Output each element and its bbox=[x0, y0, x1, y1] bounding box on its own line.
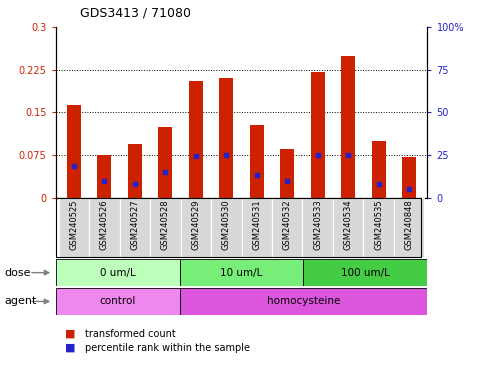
Bar bbox=[56, 288, 180, 315]
Bar bbox=[67, 105, 81, 198]
Bar bbox=[180, 288, 427, 315]
Text: transformed count: transformed count bbox=[85, 329, 175, 339]
Text: percentile rank within the sample: percentile rank within the sample bbox=[85, 343, 250, 353]
Text: control: control bbox=[99, 296, 136, 306]
Bar bbox=[56, 259, 180, 286]
Text: GSM240527: GSM240527 bbox=[130, 200, 139, 250]
Text: GSM240528: GSM240528 bbox=[161, 200, 170, 250]
Bar bbox=[181, 198, 211, 257]
Bar bbox=[242, 198, 272, 257]
Bar bbox=[341, 56, 355, 198]
Bar bbox=[302, 198, 333, 257]
Text: ■: ■ bbox=[65, 343, 76, 353]
Text: ■: ■ bbox=[65, 329, 76, 339]
Bar bbox=[372, 141, 385, 198]
Text: GSM240531: GSM240531 bbox=[252, 200, 261, 250]
Text: GSM240848: GSM240848 bbox=[405, 200, 413, 250]
Text: GSM240525: GSM240525 bbox=[70, 200, 78, 250]
Bar bbox=[180, 259, 303, 286]
Bar bbox=[211, 198, 242, 257]
Text: GSM240532: GSM240532 bbox=[283, 200, 292, 250]
Text: GSM240526: GSM240526 bbox=[100, 200, 109, 250]
Bar bbox=[333, 198, 363, 257]
Bar bbox=[280, 149, 294, 198]
Bar bbox=[311, 73, 325, 198]
Text: 10 um/L: 10 um/L bbox=[220, 268, 263, 278]
Bar bbox=[250, 125, 264, 198]
Bar bbox=[363, 198, 394, 257]
Bar bbox=[158, 127, 172, 198]
Bar bbox=[98, 155, 111, 198]
Bar bbox=[303, 259, 427, 286]
Bar bbox=[189, 81, 203, 198]
Text: GSM240535: GSM240535 bbox=[374, 200, 383, 250]
Text: GSM240533: GSM240533 bbox=[313, 200, 322, 250]
Bar bbox=[150, 198, 181, 257]
Text: GSM240534: GSM240534 bbox=[344, 200, 353, 250]
Text: GSM240529: GSM240529 bbox=[191, 200, 200, 250]
Bar bbox=[120, 198, 150, 257]
Bar bbox=[58, 198, 89, 257]
Text: GDS3413 / 71080: GDS3413 / 71080 bbox=[80, 6, 191, 19]
Bar bbox=[402, 157, 416, 198]
Text: 100 um/L: 100 um/L bbox=[341, 268, 390, 278]
Text: 0 um/L: 0 um/L bbox=[99, 268, 135, 278]
Text: agent: agent bbox=[5, 296, 37, 306]
Bar bbox=[128, 144, 142, 198]
Bar bbox=[394, 198, 425, 257]
Bar bbox=[272, 198, 302, 257]
Bar bbox=[89, 198, 120, 257]
Text: GSM240530: GSM240530 bbox=[222, 200, 231, 250]
Bar bbox=[219, 78, 233, 198]
Text: homocysteine: homocysteine bbox=[267, 296, 340, 306]
Text: dose: dose bbox=[5, 268, 31, 278]
